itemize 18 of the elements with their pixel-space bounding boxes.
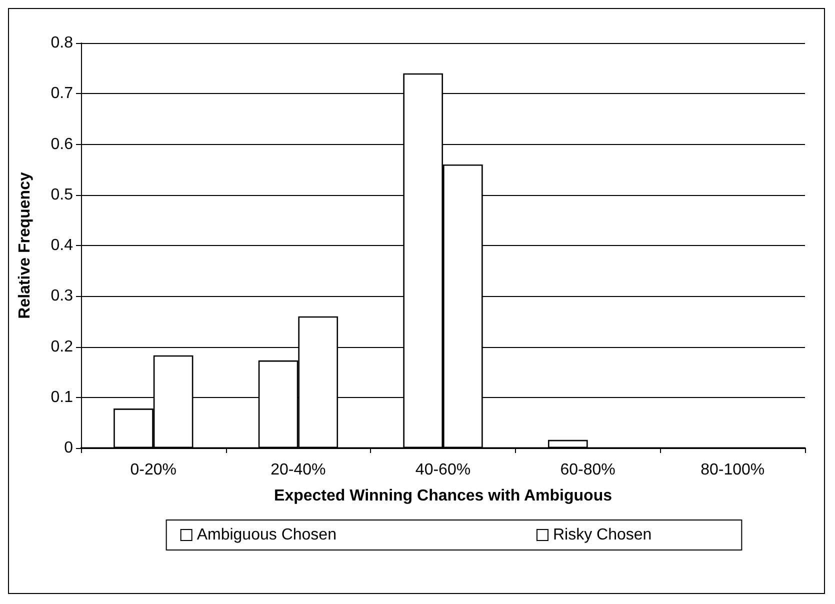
legend-label: Risky Chosen — [552, 526, 652, 544]
y-tick-label: 0.8 — [50, 34, 74, 52]
y-tick-label: 0.1 — [50, 388, 74, 406]
y-tick-label: 0.3 — [50, 288, 74, 305]
y-axis-title: Relative Frequency — [16, 172, 34, 319]
legend-label: Ambiguous Chosen — [196, 526, 336, 544]
x-tick-label: 60-80% — [560, 462, 616, 478]
x-tick-label: 80-100% — [700, 462, 765, 478]
y-tick-label: 0.4 — [50, 237, 74, 254]
y-tick-label: 0.6 — [50, 136, 74, 153]
x-axis-title: Expected Winning Chances with Ambiguous — [274, 488, 612, 504]
x-tick-label: 0-20% — [130, 462, 177, 478]
y-tick-label: 0.7 — [50, 85, 74, 102]
y-tick-label: 0.2 — [50, 338, 74, 356]
y-tick-label: 0.5 — [50, 186, 74, 204]
y-tick-label: 0 — [64, 440, 74, 456]
x-tick-label: 40-60% — [415, 462, 471, 478]
x-tick-label: 20-40% — [270, 462, 326, 478]
